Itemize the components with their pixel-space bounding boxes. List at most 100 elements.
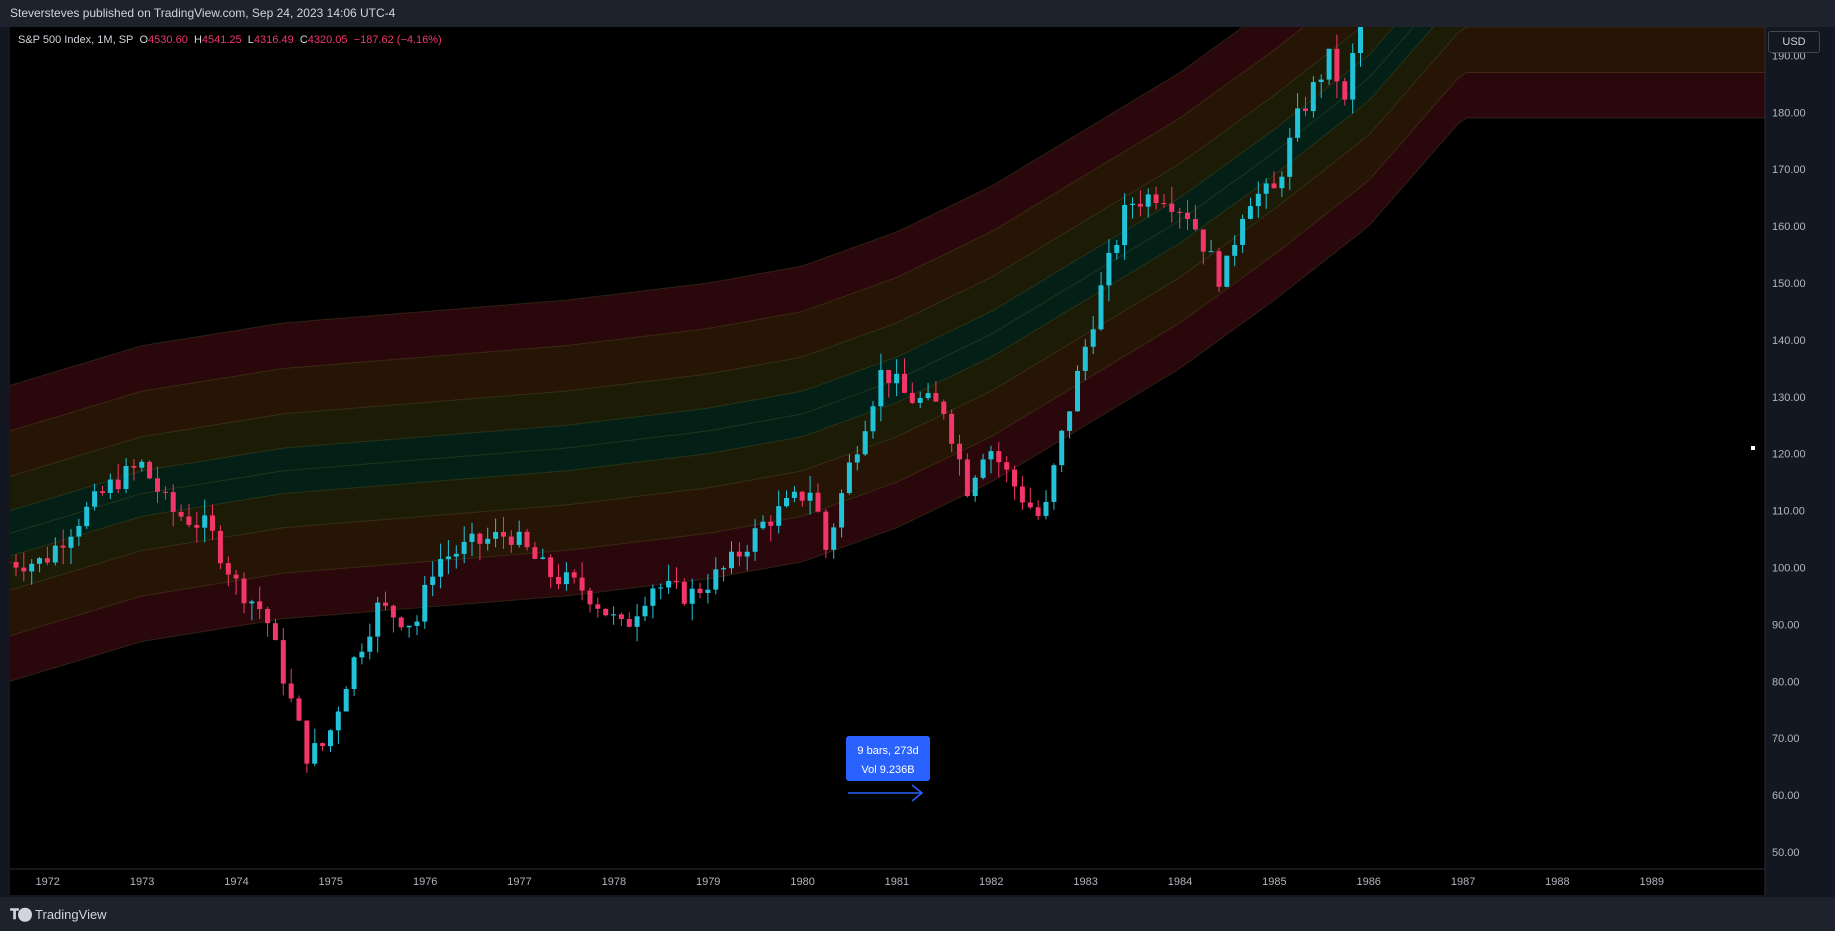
candle-body [406, 625, 412, 628]
candle-body [729, 551, 734, 569]
candle-body [328, 730, 333, 747]
measure-tool[interactable] [848, 784, 924, 802]
candle-body [1310, 82, 1316, 112]
outer-red-band [10, 72, 1765, 682]
currency-button[interactable]: USD [1768, 31, 1820, 53]
candle-body [147, 461, 153, 479]
candle-body [107, 479, 113, 493]
candle-body [453, 553, 459, 557]
candle-body [210, 515, 215, 531]
candle-body [241, 578, 247, 604]
candle-body [202, 515, 208, 528]
candle-body [312, 743, 318, 764]
candle-body [178, 512, 184, 517]
candle-body [508, 536, 514, 545]
candle-body [367, 636, 373, 652]
price-tick-label: 60.00 [1772, 790, 1800, 802]
candle-body [155, 478, 160, 492]
candle-body [13, 562, 19, 568]
price-tick-label: 70.00 [1772, 733, 1800, 745]
time-tick-label: 1984 [1168, 876, 1192, 888]
candle-body [1082, 346, 1088, 371]
chart-area[interactable]: 190.00 180.00 170.00 160.00 150.00 140.00 130.… [5, 0, 1835, 895]
candle-body [414, 621, 420, 626]
candle-body [618, 614, 624, 619]
candle-body [650, 588, 656, 606]
candles [5, 20, 1363, 773]
candle-body [941, 401, 947, 414]
candle-body [1145, 194, 1151, 207]
green-band [10, 0, 1457, 557]
candle-body [1247, 206, 1253, 219]
candle-body [1090, 329, 1096, 347]
candle-body [1318, 79, 1324, 82]
candle-body [548, 557, 554, 577]
candle-body [186, 516, 192, 525]
candle-body [839, 493, 845, 528]
candle-body [1130, 203, 1135, 205]
price-tick-label: 120.00 [1772, 449, 1806, 461]
candle-body [1161, 203, 1167, 204]
candle-body [1192, 219, 1198, 230]
candle-body [1216, 251, 1222, 287]
time-tick-label: 1978 [602, 876, 626, 888]
outer-red-band [10, 0, 1338, 431]
candle-body [642, 605, 648, 617]
candle-body [917, 398, 923, 403]
candle-body [438, 559, 444, 577]
candle-body [52, 545, 58, 563]
candle-body [634, 616, 640, 627]
candle-body [123, 466, 129, 489]
candle-body [139, 461, 145, 468]
candle-body [846, 462, 852, 493]
price-tick-label: 150.00 [1772, 278, 1806, 290]
time-tick-label: 1975 [319, 876, 343, 888]
band-edge-line [9, 72, 1765, 637]
candle-body [925, 393, 931, 398]
symbol-legend: S&P 500 Index, 1M, SP O4530.60 H4541.25 … [18, 34, 442, 46]
candle-body [1059, 430, 1065, 466]
candle-body [626, 619, 632, 627]
candle-body [784, 498, 789, 507]
candle-body [280, 640, 286, 684]
candle-body [44, 558, 50, 563]
tradingview-logo-icon: 𝐓⬤ [10, 906, 32, 922]
candle-body [815, 492, 821, 512]
candle-body [375, 602, 381, 637]
time-axis[interactable]: 1972 1973 1974 1975 1976 1977 1978 1979 1980 1981… [35, 876, 1664, 888]
candle-body [681, 581, 687, 604]
candle-body [288, 683, 294, 699]
band-edge-line [9, 26, 1765, 591]
candle-body [501, 532, 506, 537]
candle-body [1232, 244, 1238, 256]
candle-body [225, 563, 231, 575]
time-tick-label: 1980 [790, 876, 814, 888]
candle-body [1051, 465, 1057, 502]
candle-body [1358, 25, 1363, 53]
price-tick-label: 180.00 [1772, 107, 1806, 119]
price-chart[interactable]: 190.00 180.00 170.00 160.00 150.00 140.00 130.… [5, 0, 1835, 895]
time-tick-label: 1989 [1640, 876, 1664, 888]
candle-body [304, 720, 310, 764]
candle-body [1169, 203, 1175, 212]
candle-body [736, 551, 742, 557]
candle-body [5, 561, 11, 563]
price-tick-label: 50.00 [1772, 847, 1800, 859]
tradingview-logo[interactable]: 𝐓⬤ TradingView [10, 906, 107, 923]
candle-body [296, 698, 302, 721]
measure-arrow-head-icon [911, 784, 924, 802]
candle-body [1208, 251, 1214, 253]
candle-body [516, 531, 522, 545]
candle-body [100, 491, 105, 493]
measure-volume-label: Vol 9.236B [861, 764, 915, 776]
time-tick-label: 1987 [1451, 876, 1475, 888]
candle-body [988, 451, 994, 460]
candle-body [524, 531, 530, 548]
candle-body [1287, 137, 1293, 177]
price-tick-label: 170.00 [1772, 164, 1806, 176]
candle-body [1004, 462, 1010, 470]
candle-body [1177, 211, 1183, 213]
candle-body [1027, 502, 1033, 508]
candle-body [1200, 229, 1206, 252]
price-axis[interactable]: 190.00 180.00 170.00 160.00 150.00 140.00 130.… [1772, 50, 1806, 859]
